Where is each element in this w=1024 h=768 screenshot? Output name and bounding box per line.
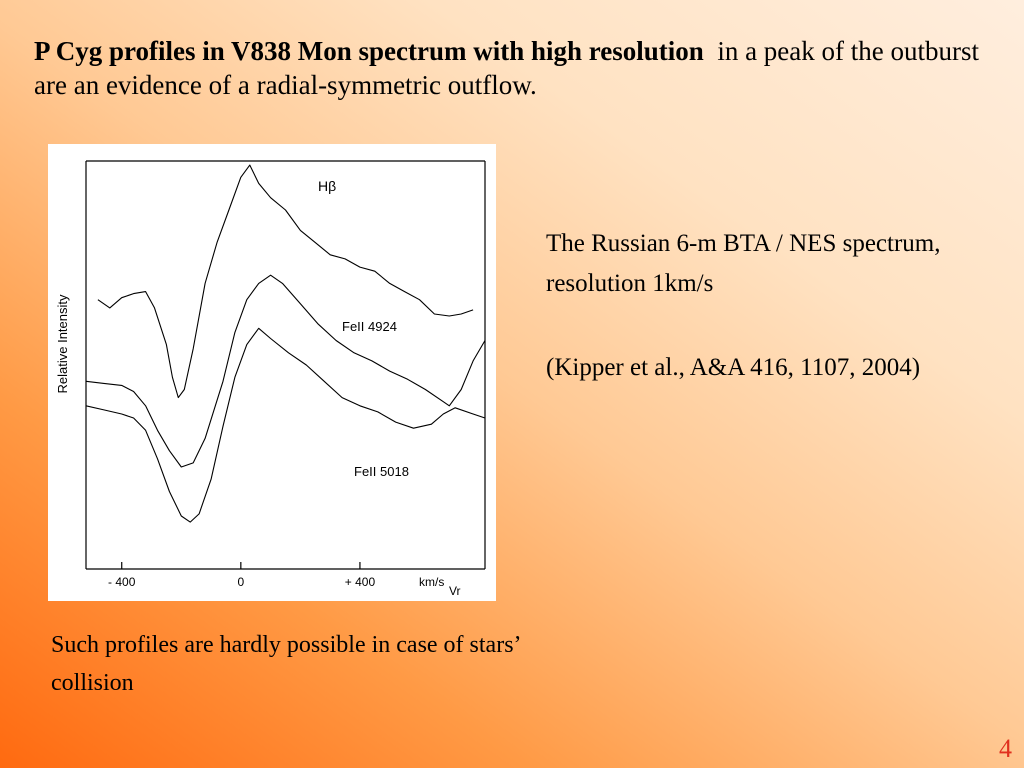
x-tick-label: 0	[237, 575, 244, 589]
x-axis-label: Vr	[449, 584, 461, 598]
series-line-hbeta	[97, 164, 474, 399]
reference-text: (Kipper et al., A&A 416, 1107, 2004)	[546, 354, 921, 381]
x-tick-label: + 400	[345, 575, 376, 589]
series-line-feii-5018	[85, 327, 486, 523]
x-tick-label: - 400	[108, 575, 136, 589]
plot-frame	[86, 161, 485, 601]
spectrum-chart: - 400 0 + 400 Hβ FeII 4924 FeII 5018 Relativ…	[55, 160, 486, 601]
series-label-hbeta: Hβ	[318, 178, 336, 194]
slide-title: P Cyg profiles in V838 Mon spectrum with…	[34, 34, 984, 102]
series-line-feii-4924	[85, 274, 486, 468]
spectrum-source-text: The Russian 6-m BTA / NES spectrum, reso…	[546, 230, 941, 297]
page-number: 4	[999, 734, 1012, 763]
slide-title-rest: in a peak of the outburst are an evidenc…	[34, 36, 979, 100]
series-label-feii-5018: FeII 5018	[354, 464, 409, 479]
slide-title-bold: P Cyg profiles in V838 Mon spectrum with…	[34, 36, 704, 66]
y-axis-label: Relative Intensity	[55, 294, 70, 393]
spectrum-figure: - 400 0 + 400 Hβ FeII 4924 FeII 5018 Relativ…	[48, 144, 496, 601]
x-unit-label: km/s	[419, 575, 444, 589]
figure-caption: Such profiles are hardly possible in cas…	[51, 632, 520, 696]
series-label-feii-4924: FeII 4924	[342, 319, 397, 334]
